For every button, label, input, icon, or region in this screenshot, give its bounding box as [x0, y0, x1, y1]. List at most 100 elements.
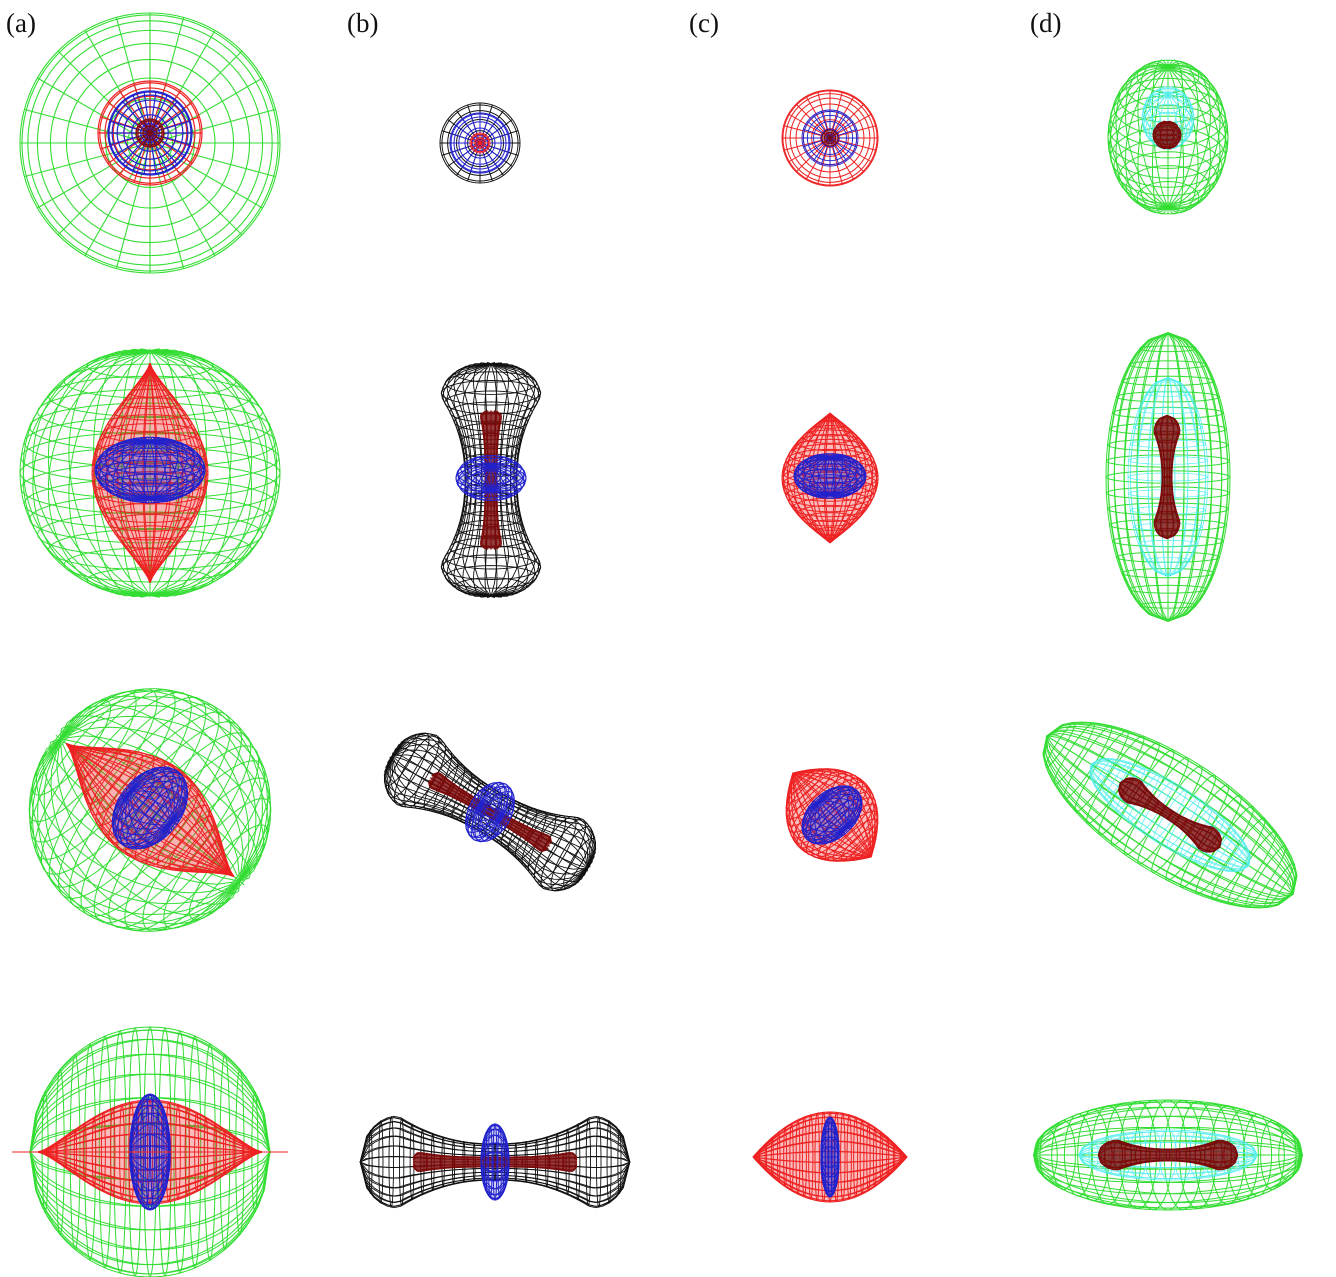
b3-rod-meridian — [430, 780, 549, 850]
c3-spindle-meridian — [792, 772, 874, 857]
c2-blue-band-meridian — [829, 456, 866, 496]
b1-center-spoke — [479, 142, 486, 152]
b2-blue-ring — [455, 454, 527, 502]
b2-blue-ring-meridian — [481, 466, 492, 501]
d2-core-meridian — [1153, 414, 1168, 540]
a4-blue-core-meridian — [129, 1098, 171, 1153]
b3-blue-ring-meridian — [479, 806, 506, 830]
d3-cyan-core-meridian — [1089, 764, 1250, 873]
a3-outer-sphere-meridian — [59, 696, 271, 882]
a2-outer-sphere-meridian — [149, 350, 281, 596]
d1-center — [1152, 120, 1182, 150]
b4-blue-ring-meridian — [480, 1142, 510, 1163]
b4-dumbbell-meridian — [359, 1145, 631, 1163]
a3-blue-torus-meridian — [125, 791, 171, 848]
c1-blue-spoke — [829, 137, 847, 161]
b4-rod-meridian — [412, 1165, 578, 1171]
a1-outer-sphere-spoke — [115, 142, 151, 269]
a3-blue-torus-meridian — [114, 791, 171, 848]
c3-spindle-meridian — [792, 772, 872, 857]
b1-center-spoke — [471, 142, 481, 149]
b3-blue-ring-meridian — [478, 789, 501, 818]
c3-spindle-meridian — [792, 773, 872, 861]
a2-blue-torus-meridian — [112, 440, 151, 502]
a2-spindle-meridian — [149, 363, 172, 583]
d1-ellipsoid-meridian — [1167, 65, 1227, 209]
a2-blue-torus-meridian — [143, 441, 151, 504]
a3-blue-torus — [111, 766, 189, 850]
a2-outer-sphere-meridian — [93, 348, 151, 596]
d3-core-meridian — [1118, 782, 1221, 853]
b4-blue-ring-meridian — [480, 1161, 510, 1200]
a2-blue-torus-meridian — [149, 440, 201, 500]
d1-center-meridian — [1166, 120, 1175, 149]
c2-blue-band-meridian — [825, 453, 831, 495]
a1-center-spoke — [149, 132, 163, 141]
a3-outer-sphere-meridian — [59, 690, 257, 882]
column-labels: (a) (b) (c) (d) — [6, 8, 1061, 38]
a3-outer-sphere-meridian — [31, 738, 241, 930]
c1-center-spoke — [829, 137, 837, 144]
c1-center — [821, 129, 839, 147]
a1-outer-sphere-spoke — [57, 142, 151, 236]
a1-center-spoke — [149, 132, 158, 146]
d2-core — [1153, 414, 1181, 540]
c3-spindle-meridian — [792, 769, 878, 858]
a2-outer-sphere-meridian — [68, 350, 151, 597]
d4-ellipsoid-meridian — [1033, 1115, 1303, 1156]
a4-spindle-meridian — [37, 1151, 263, 1204]
a3-blue-torus-meridian — [129, 791, 171, 839]
a2-outer-sphere-meridian — [149, 350, 278, 596]
a3-spindle-meridian — [65, 743, 235, 877]
a2-outer-sphere-meridian — [32, 350, 151, 596]
c3-blue-band-meridian — [818, 801, 846, 837]
d3-cyan-core-meridian — [1090, 764, 1250, 871]
d4-core — [1097, 1139, 1239, 1171]
a2-blue-torus-meridian — [104, 440, 151, 501]
a1-outer-sphere-spoke — [149, 108, 276, 144]
d2-core-meridian — [1159, 414, 1168, 540]
a4-outer-sphere-meridian — [29, 1151, 271, 1277]
b4-blue-ring-meridian — [480, 1161, 510, 1182]
d2-ellipsoid-meridian — [1167, 332, 1213, 622]
wireframe-shapes — [12, 12, 1303, 1277]
b3-blue-ring — [465, 781, 515, 843]
b3-blue-ring-meridian — [479, 781, 506, 818]
a3-spindle-meridian — [65, 743, 235, 877]
b4-dumbbell-meridian — [359, 1161, 631, 1209]
d2-ellipsoid-meridian — [1151, 332, 1169, 622]
d1-ellipsoid-meridian — [1137, 65, 1169, 214]
a3-outer-sphere-meridian — [60, 738, 251, 882]
d3-ellipsoid-meridian — [1046, 725, 1298, 895]
c4-spindle-meridian — [752, 1112, 908, 1158]
d1-ellipsoid — [1107, 59, 1229, 215]
a2-outer-sphere-meridian — [22, 350, 151, 596]
a4-spindle-meridian — [38, 1151, 262, 1183]
a3-blue-torus-meridian — [129, 768, 186, 825]
c2-spindle-meridian — [829, 412, 878, 544]
a3-outer-sphere-meridian — [29, 738, 241, 924]
a3-outer-sphere-meridian — [59, 688, 263, 882]
a2-blue-torus-meridian — [149, 436, 157, 499]
a2-blue-torus-meridian — [132, 440, 151, 503]
a4-blue-core-meridian — [129, 1151, 171, 1192]
d4-ellipsoid-meridian — [1033, 1106, 1303, 1156]
d1-cyan-core-meridian — [1167, 94, 1187, 147]
d1-center-meridian — [1166, 121, 1175, 150]
b1-center-spoke — [479, 137, 489, 144]
d1-cyan-core — [1141, 86, 1195, 150]
a3-spindle-meridian — [65, 743, 235, 877]
a2-outer-sphere-meridian — [149, 350, 207, 598]
d4-ellipsoid-meridian — [1033, 1127, 1303, 1156]
c3-spindle-meridian — [792, 773, 872, 859]
a2-spindle-meridian — [106, 363, 151, 583]
c3-blue-band-meridian — [801, 801, 845, 837]
c4-blue-band-meridian — [820, 1156, 840, 1178]
b3-dumbbell-meridian — [389, 755, 589, 890]
c1-blue-spoke — [803, 137, 831, 148]
c4-blue-band-meridian — [820, 1117, 840, 1158]
b4-dumbbell-ring — [399, 1117, 405, 1206]
c2-blue-band-fill — [794, 457, 866, 495]
a4-blue-core-meridian — [129, 1112, 171, 1153]
c4-spindle-meridian — [752, 1156, 908, 1202]
